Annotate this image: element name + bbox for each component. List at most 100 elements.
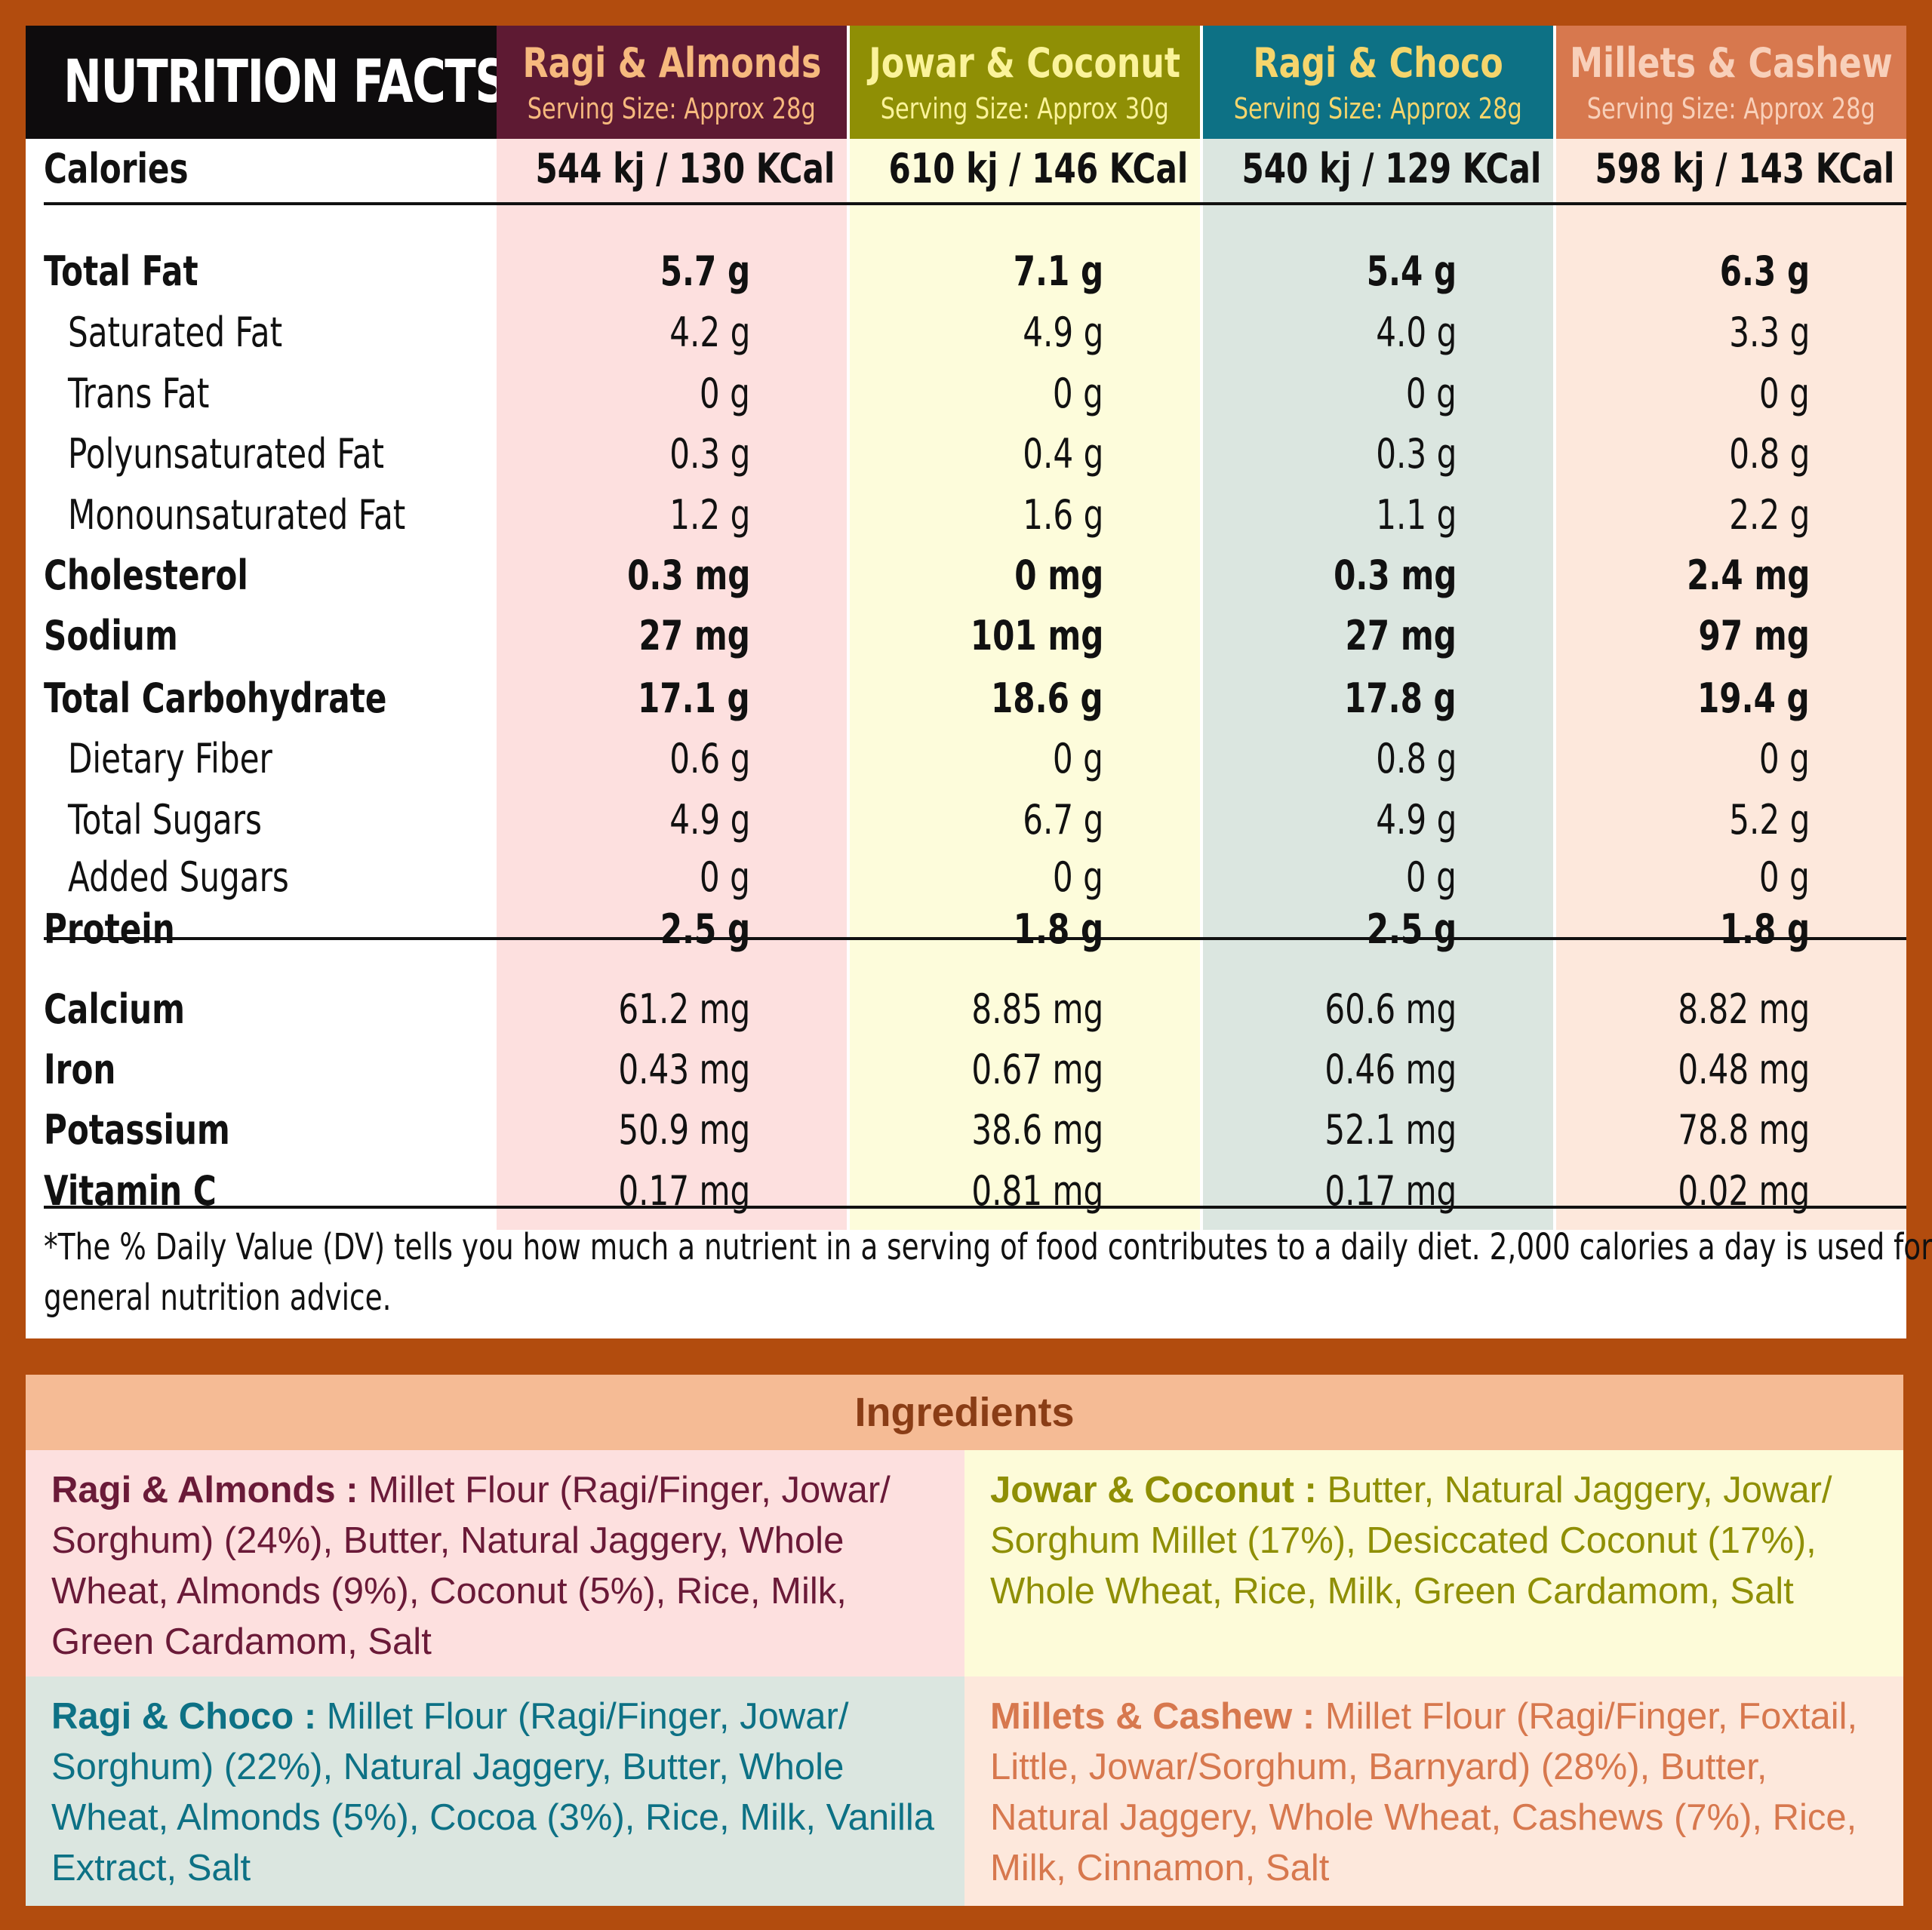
nutrient-row-total-carbohydrate: Total Carbohydrate 17.1 g 18.6 g 17.8 g 19.4… — [26, 668, 1906, 729]
serving-size: Serving Size: Approx 28g — [1587, 92, 1875, 125]
nutrient-value: 17.1 g — [638, 675, 750, 722]
nutrient-value: 2.4 mg — [1686, 552, 1810, 599]
nutrient-row-cholesterol: Cholesterol 0.3 mg 0 mg 0.3 mg 2.4 mg — [26, 546, 1906, 606]
nutrient-label: Cholesterol — [44, 552, 248, 599]
nutrient-value: 50.9 mg — [618, 1106, 750, 1154]
serving-size: Serving Size: Approx 30g — [881, 92, 1169, 125]
nutrient-label: Saturated Fat — [68, 309, 283, 356]
nutrient-value: 4.9 g — [1022, 309, 1103, 356]
nutrient-row-total-sugars: Total Sugars 4.9 g 6.7 g 4.9 g 5.2 g — [26, 790, 1906, 850]
nutrient-label: Iron — [44, 1046, 116, 1093]
ingredient-product-name: Jowar & Coconut : — [990, 1470, 1327, 1511]
nutrient-value: 598 kj / 143 KCal — [1595, 145, 1895, 192]
nutrient-value: 0.81 mg — [971, 1167, 1103, 1215]
nutrient-value: 2.5 g — [1366, 905, 1457, 953]
nutrient-row-sodium: Sodium 27 mg 101 mg 27 mg 97 mg — [26, 606, 1906, 666]
ingredients-panel: Ingredients Ragi & Almonds : Millet Flou… — [26, 1375, 1903, 1906]
nutrient-value: 0.8 g — [1728, 430, 1810, 478]
nutrient-value: 1.8 g — [1013, 905, 1103, 953]
nutrient-value: 544 kj / 130 KCal — [535, 145, 835, 192]
nutrient-row-protein: Protein 2.5 g 1.8 g 2.5 g 1.8 g — [26, 899, 1906, 960]
nutrient-value: 18.6 g — [991, 675, 1103, 722]
nutrient-value: 4.9 g — [669, 796, 750, 844]
ingredient-list: Millet Flour (Ragi/Finger, Jowar/ Sorghu… — [51, 1470, 891, 1662]
column-background-ragi-choco — [1203, 139, 1553, 1230]
ingredient-cell-millets-cashew: Millets & Cashew : Millet Flour (Ragi/Fi… — [964, 1676, 1903, 1906]
nutrition-facts-panel: NUTRITION FACTS Ragi & Almonds Serving Si… — [26, 26, 1932, 1338]
nutrient-value: 0 g — [1053, 853, 1103, 901]
product-header-millets-cashew: Millets & Cashew Serving Size: Approx 28g — [1556, 26, 1906, 139]
nutrient-value: 8.82 mg — [1678, 985, 1810, 1033]
nutrition-facts-title: NUTRITION FACTS — [26, 26, 508, 139]
nutrient-value: 2.2 g — [1728, 491, 1810, 539]
nutrient-value: 0 g — [1759, 370, 1810, 417]
ingredient-cell-jowar-coconut: Jowar & Coconut : Butter, Natural Jagger… — [964, 1450, 1903, 1676]
nutrient-label: Dietary Fiber — [68, 735, 272, 782]
nutrient-value: 0 g — [1406, 853, 1457, 901]
nutrient-value: 60.6 mg — [1324, 985, 1457, 1033]
nutrient-row-iron: Iron 0.43 mg 0.67 mg 0.46 mg 0.48 mg — [26, 1040, 1906, 1100]
nutrient-value: 0 g — [700, 853, 750, 901]
nutrient-value: 0.02 mg — [1678, 1167, 1810, 1215]
nutrient-label: Potassium — [44, 1106, 230, 1154]
nutrient-value: 1.2 g — [669, 491, 750, 539]
nutrient-row-saturated-fat: Saturated Fat 4.2 g 4.9 g 4.0 g 3.3 g — [26, 303, 1906, 363]
nutrient-value: 0.46 mg — [1324, 1046, 1457, 1093]
nutrient-value: 17.8 g — [1344, 675, 1457, 722]
nutrient-label: Added Sugars — [68, 853, 289, 901]
nutrient-value: 1.6 g — [1022, 491, 1103, 539]
nutrient-value: 0.6 g — [669, 735, 750, 782]
nutrient-value: 0.43 mg — [618, 1046, 750, 1093]
nutrient-label: Trans Fat — [68, 370, 210, 417]
nutrient-value: 3.3 g — [1728, 309, 1810, 356]
nutrient-value: 27 mg — [638, 612, 750, 659]
nutrient-value: 4.9 g — [1375, 796, 1457, 844]
nutrient-value: 0.3 mg — [626, 552, 750, 599]
product-header-jowar-coconut: Jowar & Coconut Serving Size: Approx 30g — [850, 26, 1200, 139]
nutrient-value: 52.1 mg — [1324, 1106, 1457, 1154]
nutrient-row-added-sugars: Added Sugars 0 g 0 g 0 g 0 g — [26, 847, 1906, 908]
footnote-line-1: *The % Daily Value (DV) tells you how mu… — [44, 1226, 1932, 1268]
nutrient-row-calcium: Calcium 61.2 mg 8.85 mg 60.6 mg 8.82 mg — [26, 979, 1906, 1040]
nutrient-value: 6.7 g — [1022, 796, 1103, 844]
column-background-ragi-almonds — [497, 139, 847, 1230]
ingredient-text: Millets & Cashew : Millet Flour (Ragi/Fi… — [990, 1692, 1885, 1894]
nutrient-value: 0 g — [1759, 735, 1810, 782]
nutrient-label: Total Sugars — [68, 796, 262, 844]
ingredient-text: Jowar & Coconut : Butter, Natural Jagger… — [990, 1465, 1885, 1617]
footnote-line-2: general nutrition advice. — [44, 1277, 392, 1319]
ingredient-product-name: Ragi & Choco : — [51, 1696, 327, 1737]
nutrient-label: Total Carbohydrate — [44, 675, 387, 722]
nutrient-value: 5.7 g — [660, 247, 750, 295]
divider-rule — [44, 937, 1906, 940]
divider-rule — [44, 1206, 1906, 1209]
ingredient-cell-ragi-choco: Ragi & Choco : Millet Flour (Ragi/Finger… — [26, 1676, 964, 1906]
nutrient-value: 61.2 mg — [618, 985, 750, 1033]
nutrient-value: 0.3 g — [1375, 430, 1457, 478]
ingredients-title: Ingredients — [26, 1375, 1903, 1450]
nutrient-row-total-fat: Total Fat 5.7 g 7.1 g 5.4 g 6.3 g — [26, 241, 1906, 302]
ingredient-product-name: Ragi & Almonds : — [51, 1470, 369, 1511]
nutrient-value: 19.4 g — [1697, 675, 1810, 722]
nutrient-value: 5.4 g — [1366, 247, 1457, 295]
nutrient-label: Calories — [44, 145, 189, 192]
product-name: Millets & Cashew — [1570, 39, 1893, 87]
nutrient-value: 1.1 g — [1375, 491, 1457, 539]
product-name: Ragi & Choco — [1253, 39, 1503, 87]
ingredient-list: Butter, Natural Jaggery, Jowar/ Sorghum … — [990, 1470, 1832, 1612]
nutrient-value: 1.8 g — [1719, 905, 1810, 953]
product-header-ragi-almonds: Ragi & Almonds Serving Size: Approx 28g — [497, 26, 847, 139]
nutrient-label: Sodium — [44, 612, 178, 659]
nutrient-value: 101 mg — [970, 612, 1103, 659]
nutrient-value: 2.5 g — [660, 905, 750, 953]
ingredient-text: Ragi & Almonds : Millet Flour (Ragi/Fing… — [51, 1465, 946, 1667]
ingredient-product-name: Millets & Cashew : — [990, 1696, 1325, 1737]
nutrient-row-dietary-fiber: Dietary Fiber 0.6 g 0 g 0.8 g 0 g — [26, 729, 1906, 789]
nutrient-value: 7.1 g — [1013, 247, 1103, 295]
nutrient-value: 0.4 g — [1022, 430, 1103, 478]
nutrient-value: 27 mg — [1345, 612, 1457, 659]
nutrient-row-monounsaturated-fat: Monounsaturated Fat 1.2 g 1.6 g 1.1 g 2.2 g — [26, 485, 1906, 546]
ingredient-list: Millet Flour (Ragi/Finger, Jowar/ Sorghu… — [51, 1696, 935, 1889]
nutrient-value: 0 g — [1759, 853, 1810, 901]
column-background-jowar-coconut — [850, 139, 1200, 1230]
